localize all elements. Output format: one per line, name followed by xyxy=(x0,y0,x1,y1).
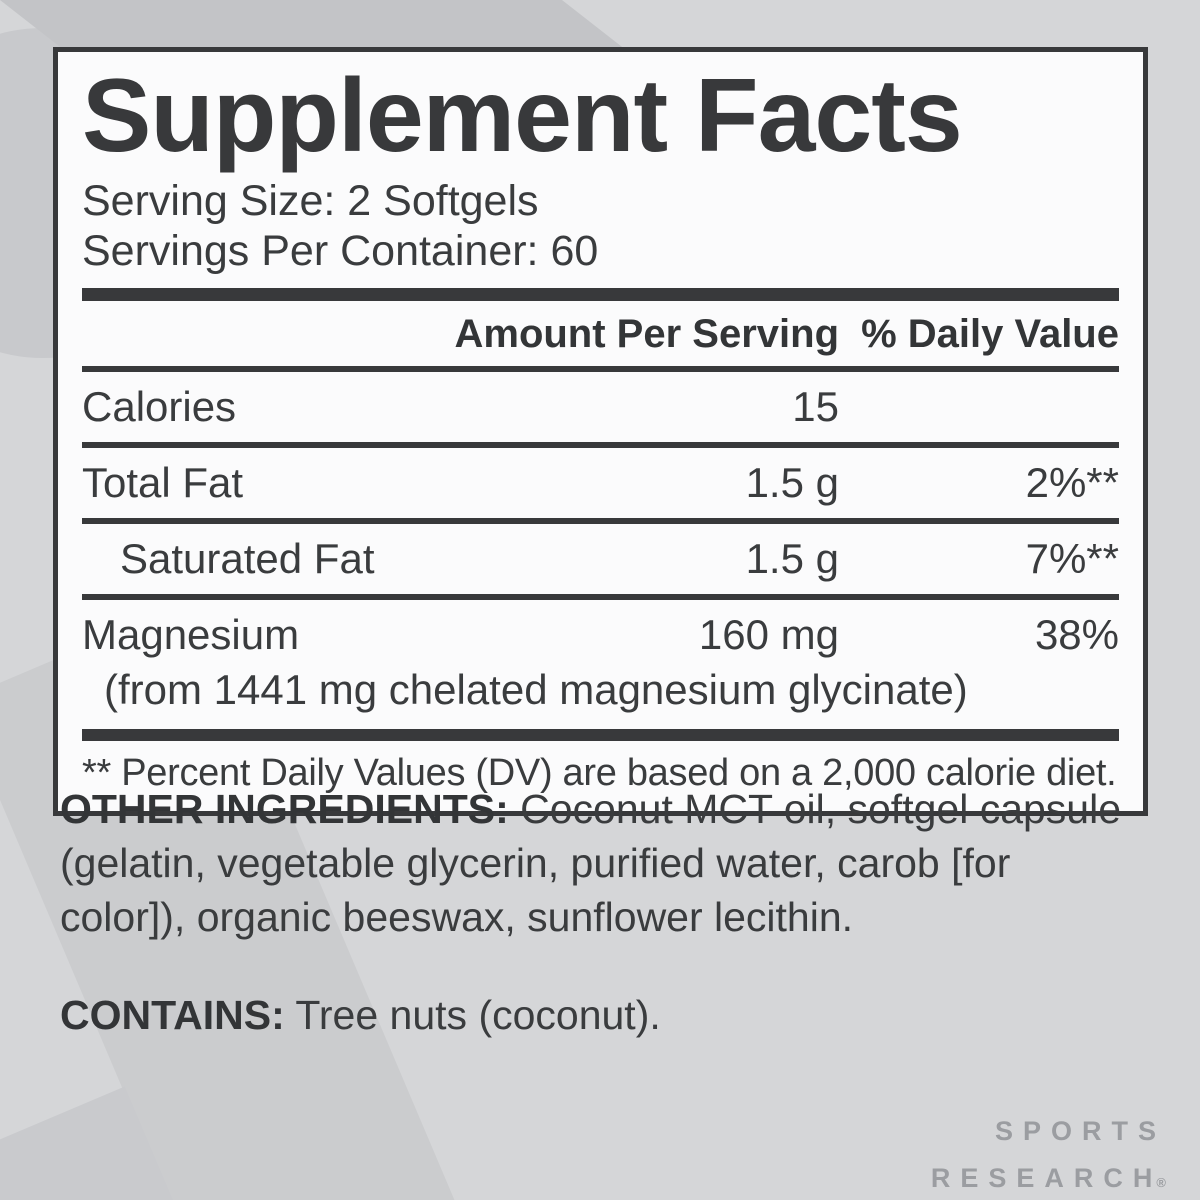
brand-line-sports: SPORTS xyxy=(994,1116,1166,1146)
fact-row: Total Fat 1.5 g 2%** xyxy=(82,448,1119,518)
facts-rows: Calories 15 Total Fat 1.5 g 2%** Saturated Fa… xyxy=(82,372,1119,727)
supplement-facts-panel: Supplement Facts Serving Size: 2 Softgel… xyxy=(53,47,1148,816)
row-separator xyxy=(82,441,1119,448)
panel-title: Supplement Facts xyxy=(82,58,963,174)
other-ingredients-label: OTHER INGREDIENTS: xyxy=(60,786,509,832)
header-separator xyxy=(82,365,1119,372)
other-ingredients-text: Coconut MCT oil, softgel capsule (gelati… xyxy=(60,786,1122,941)
divider-thick-bottom xyxy=(82,728,1119,741)
fact-name: Calories xyxy=(82,382,237,430)
fact-amount: 160 mg xyxy=(698,610,839,658)
contains-statement: CONTAINS: Tree nuts (coconut). xyxy=(60,988,1144,1042)
fact-row: Saturated Fat 1.5 g 7%** xyxy=(82,524,1119,594)
fact-dv: 7%** xyxy=(1025,534,1119,582)
background-watermark-top-band xyxy=(0,0,626,50)
fact-name: Saturated Fat xyxy=(120,534,375,582)
servings-per-container: Servings Per Container: 60 xyxy=(82,227,599,276)
row-separator xyxy=(82,517,1119,524)
brand-logo: SPORTS RESEARCH® xyxy=(931,1108,1166,1200)
contains-label: CONTAINS: xyxy=(60,992,285,1039)
registered-trademark-symbol: ® xyxy=(1156,1175,1166,1190)
brand-research-text: RESEARCH xyxy=(930,1163,1163,1193)
divider-thick-top xyxy=(82,287,1119,301)
fact-name: Magnesium xyxy=(82,610,300,658)
fact-amount: 15 xyxy=(792,382,839,430)
fact-subtext: (from 1441 mg chelated magnesium glycina… xyxy=(104,665,968,713)
fact-amount: 1.5 g xyxy=(745,534,839,582)
fact-dv: 38% xyxy=(1034,610,1119,658)
column-headers: Amount Per Serving % Daily Value xyxy=(82,301,1119,366)
daily-value-header: % Daily Value xyxy=(861,311,1119,356)
fact-row: Calories 15 xyxy=(82,372,1119,442)
other-ingredients: OTHER INGREDIENTS: Coconut MCT oil, soft… xyxy=(60,782,1144,944)
lower-text-block: OTHER INGREDIENTS: Coconut MCT oil, soft… xyxy=(60,782,1144,1086)
fact-row: Magnesium 160 mg 38% xyxy=(82,600,1119,670)
serving-size: Serving Size: 2 Softgels xyxy=(82,177,539,226)
brand-line-research: RESEARCH® xyxy=(931,1155,1166,1200)
fact-amount: 1.5 g xyxy=(745,458,839,506)
row-separator xyxy=(82,593,1119,600)
contains-text: Tree nuts (coconut). xyxy=(284,992,661,1039)
fact-dv: 2%** xyxy=(1025,458,1119,506)
amount-per-serving-header: Amount Per Serving xyxy=(454,311,839,356)
dv-footnote: ** Percent Daily Values (DV) are based o… xyxy=(82,751,1117,794)
fact-name: Total Fat xyxy=(82,458,244,506)
